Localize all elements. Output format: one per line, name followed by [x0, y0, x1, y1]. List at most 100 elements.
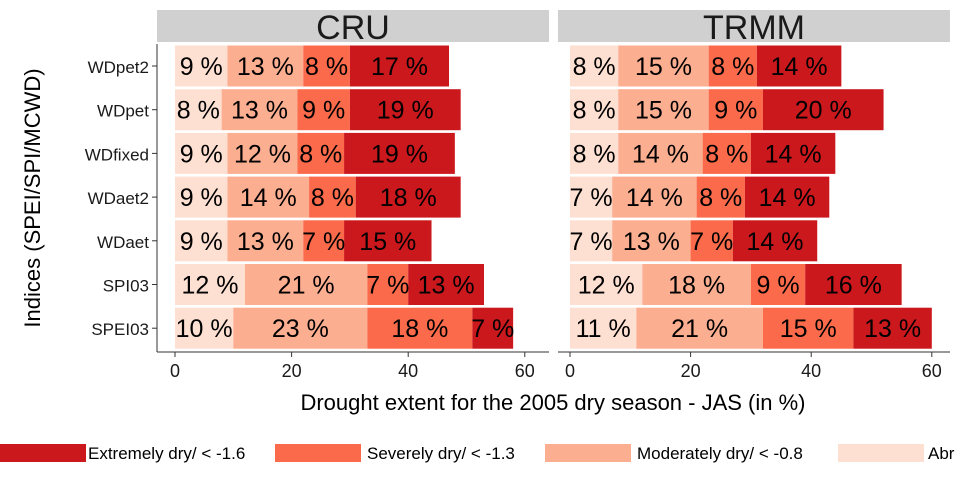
data-label-trmm-spei03-s0: 11 %: [576, 315, 631, 343]
data-label-trmm-wdpet2-s3: 14 %: [771, 53, 828, 81]
data-label-cru-wdaet-s3: 15 %: [359, 228, 416, 256]
legend-label-s3: Extremely dry/ < -1.6: [88, 444, 245, 463]
bar-cru-spi03-s2: [367, 264, 409, 305]
bar-cru-wdpet2-s2: [303, 45, 350, 87]
bar-cru-wdaet-s0: [175, 220, 228, 262]
legend-key-s2: [275, 444, 361, 462]
bar-cru-spei03-s1: [233, 307, 368, 349]
bar-cru-spei03-s2: [367, 307, 473, 349]
data-label-trmm-wdaet2-s3: 14 %: [759, 184, 816, 212]
bar-cru-wdaet-s3: [344, 220, 432, 262]
data-label-trmm-wdaet2-s1: 14 %: [626, 184, 683, 212]
x-tick-label-trmm-0: 0: [565, 361, 575, 381]
data-label-cru-wdfixed-s3: 19 %: [371, 140, 428, 168]
bar-trmm-wdaet2-s0: [570, 176, 613, 218]
bar-cru-wdaet2-s1: [227, 176, 310, 218]
data-label-trmm-spi03-s1: 18 %: [668, 272, 725, 300]
bar-cru-wdpet-s0: [175, 89, 222, 131]
data-label-cru-wdpet2-s3: 17 %: [371, 53, 428, 81]
y-tick-label-wdaet2: WDaet2: [88, 189, 149, 208]
bar-trmm-wdfixed-s0: [570, 132, 619, 174]
data-label-trmm-wdaet-s0: 7 %: [570, 228, 613, 256]
x-tick-label-trmm-60: 60: [922, 361, 942, 381]
data-label-trmm-wdpet-s2: 9 %: [714, 97, 757, 125]
bar-trmm-spi03-s0: [570, 264, 643, 305]
y-axis-title: Indices (SPEI/SPI/MCWD): [20, 68, 45, 327]
y-tick-label-spi03: SPI03: [103, 277, 149, 296]
data-label-trmm-spi03-s3: 16 %: [825, 272, 882, 300]
y-tick-label-spei03: SPEI03: [91, 320, 149, 339]
bar-trmm-spi03-s1: [642, 264, 751, 305]
x-tick-label-cru-20: 20: [282, 361, 302, 381]
data-label-cru-wdfixed-s0: 9 %: [180, 140, 223, 168]
data-label-cru-spei03-s3: 7 %: [471, 315, 514, 343]
bar-trmm-wdpet2-s3: [756, 45, 842, 87]
data-label-trmm-spei03-s3: 13 %: [864, 315, 921, 343]
data-label-cru-wdpet-s0: 8 %: [177, 97, 220, 125]
data-label-trmm-wdfixed-s1: 14 %: [632, 140, 689, 168]
data-label-cru-wdpet-s3: 19 %: [377, 97, 434, 125]
bar-trmm-wdfixed-s2: [702, 132, 751, 174]
data-label-cru-wdaet-s1: 13 %: [237, 228, 294, 256]
bar-cru-wdaet-s1: [227, 220, 304, 262]
bar-trmm-wdpet-s1: [618, 89, 709, 131]
legend-label-s2: Severely dry/ < -1.3: [367, 444, 515, 463]
bar-cru-wdpet-s2: [297, 89, 350, 131]
bar-trmm-wdaet2-s3: [744, 176, 830, 218]
data-label-cru-wdpet2-s2: 8 %: [305, 53, 348, 81]
legend-key-s0: [838, 444, 924, 462]
data-label-cru-spei03-s2: 18 %: [391, 315, 448, 343]
data-label-trmm-wdpet-s1: 15 %: [635, 97, 692, 125]
bar-trmm-wdaet-s2: [690, 220, 733, 262]
bar-trmm-wdpet-s3: [762, 89, 884, 131]
data-label-cru-wdpet-s2: 9 %: [302, 97, 345, 125]
bar-cru-wdpet2-s1: [227, 45, 304, 87]
legend-label-s1: Moderately dry/ < -0.8: [637, 444, 803, 463]
data-label-trmm-spi03-s0: 12 %: [578, 272, 635, 300]
data-label-cru-wdaet2-s2: 8 %: [311, 184, 354, 212]
data-label-cru-spi03-s1: 21 %: [278, 272, 335, 300]
y-tick-label-wdpet2: WDpet2: [88, 58, 149, 77]
x-tick-label-trmm-40: 40: [801, 361, 821, 381]
legend-key-s1: [545, 444, 631, 462]
bar-trmm-wdaet-s1: [612, 220, 691, 262]
bar-cru-wdpet2-s3: [349, 45, 450, 87]
x-tick-label-cru-60: 60: [515, 361, 535, 381]
x-tick-label-cru-40: 40: [398, 361, 418, 381]
data-label-trmm-wdaet2-s2: 8 %: [699, 184, 742, 212]
data-label-cru-spi03-s0: 12 %: [181, 272, 238, 300]
bar-trmm-spei03-s0: [570, 307, 637, 349]
bar-cru-spi03-s1: [244, 264, 368, 305]
data-label-trmm-wdaet2-s0: 7 %: [570, 184, 613, 212]
data-label-cru-spi03-s2: 7 %: [366, 272, 409, 300]
panel-strip-cru: [157, 10, 549, 42]
data-label-trmm-wdfixed-s2: 8 %: [705, 140, 748, 168]
data-label-cru-wdpet2-s0: 9 %: [180, 53, 223, 81]
panel-title-trmm: TRMM: [703, 9, 805, 47]
bar-cru-wdaet-s2: [303, 220, 345, 262]
data-label-cru-wdaet-s2: 7 %: [302, 228, 345, 256]
bar-cru-wdpet-s1: [221, 89, 298, 131]
bar-trmm-wdaet-s0: [570, 220, 613, 262]
data-label-trmm-spi03-s2: 9 %: [756, 272, 799, 300]
bar-trmm-wdfixed-s1: [618, 132, 703, 174]
x-tick-label-cru-0: 0: [170, 361, 180, 381]
bar-trmm-wdaet-s3: [732, 220, 818, 262]
bar-trmm-spi03-s2: [750, 264, 806, 305]
data-label-trmm-wdfixed-s0: 8 %: [573, 140, 616, 168]
bar-cru-wdaet2-s2: [309, 176, 356, 218]
bar-cru-wdfixed-s2: [297, 132, 345, 174]
bar-trmm-spei03-s2: [762, 307, 854, 349]
panel-strip-trmm: [558, 10, 950, 42]
legend-label-s0: Abr: [928, 444, 955, 463]
bar-trmm-spei03-s3: [853, 307, 932, 349]
bar-trmm-wdpet-s2: [708, 89, 763, 131]
data-label-cru-wdfixed-s2: 8 %: [299, 140, 342, 168]
bar-trmm-wdaet2-s2: [696, 176, 745, 218]
data-label-trmm-wdpet-s3: 20 %: [795, 97, 852, 125]
bar-cru-wdfixed-s3: [344, 132, 455, 174]
bar-cru-wdfixed-s0: [175, 132, 228, 174]
bar-trmm-spei03-s1: [636, 307, 763, 349]
